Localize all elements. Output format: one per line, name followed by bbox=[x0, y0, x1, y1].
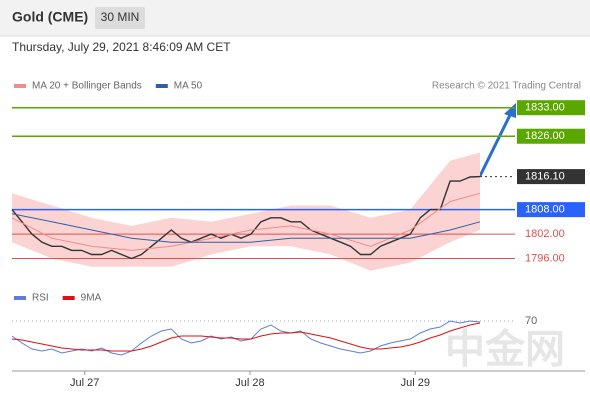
x-tick-label: Jul 29 bbox=[401, 377, 430, 389]
legend-swatch bbox=[14, 296, 26, 300]
subtitle: Thursday, July 29, 2021 8:46:09 AM CET bbox=[12, 40, 231, 54]
level-box bbox=[517, 128, 585, 144]
level-label: 1833.00 bbox=[525, 102, 565, 114]
legend-swatch bbox=[155, 84, 168, 88]
series-line bbox=[11, 175, 481, 260]
legend-swatch bbox=[62, 296, 75, 300]
level-label: 1816.10 bbox=[525, 170, 565, 182]
series-line bbox=[11, 320, 481, 356]
chart-title: Gold (CME) bbox=[12, 9, 88, 25]
timeframe-box bbox=[95, 7, 145, 29]
arrow bbox=[478, 112, 513, 177]
legend-label: MA 50 bbox=[174, 81, 203, 92]
legend-label: MA 20 + Bollinger Bands bbox=[32, 81, 142, 92]
watermark: 中金网 bbox=[445, 327, 565, 372]
series-line bbox=[11, 213, 481, 243]
credit: Research © 2021 Trading Central bbox=[432, 81, 581, 92]
legend-swatch bbox=[14, 84, 26, 88]
level-label: 1796.00 bbox=[525, 252, 565, 264]
level-box bbox=[517, 202, 585, 218]
bollinger-band bbox=[12, 152, 480, 271]
timeframe: 30 MIN bbox=[101, 10, 140, 24]
x-tick-label: Jul 27 bbox=[70, 377, 99, 389]
level-label: 1826.00 bbox=[525, 130, 565, 142]
legend-label: 9MA bbox=[81, 293, 102, 304]
arrow-head bbox=[504, 103, 516, 118]
y-tick-label: 70 bbox=[525, 315, 537, 327]
level-label: 1808.00 bbox=[525, 204, 565, 216]
level-label: 1802.00 bbox=[525, 228, 565, 240]
level-box bbox=[517, 100, 585, 116]
series-line bbox=[11, 322, 481, 352]
legend-label: RSI bbox=[32, 293, 49, 304]
series-line bbox=[11, 192, 481, 251]
x-tick-label: Jul 28 bbox=[235, 377, 264, 389]
level-box bbox=[517, 169, 585, 185]
header-bar bbox=[0, 0, 590, 36]
